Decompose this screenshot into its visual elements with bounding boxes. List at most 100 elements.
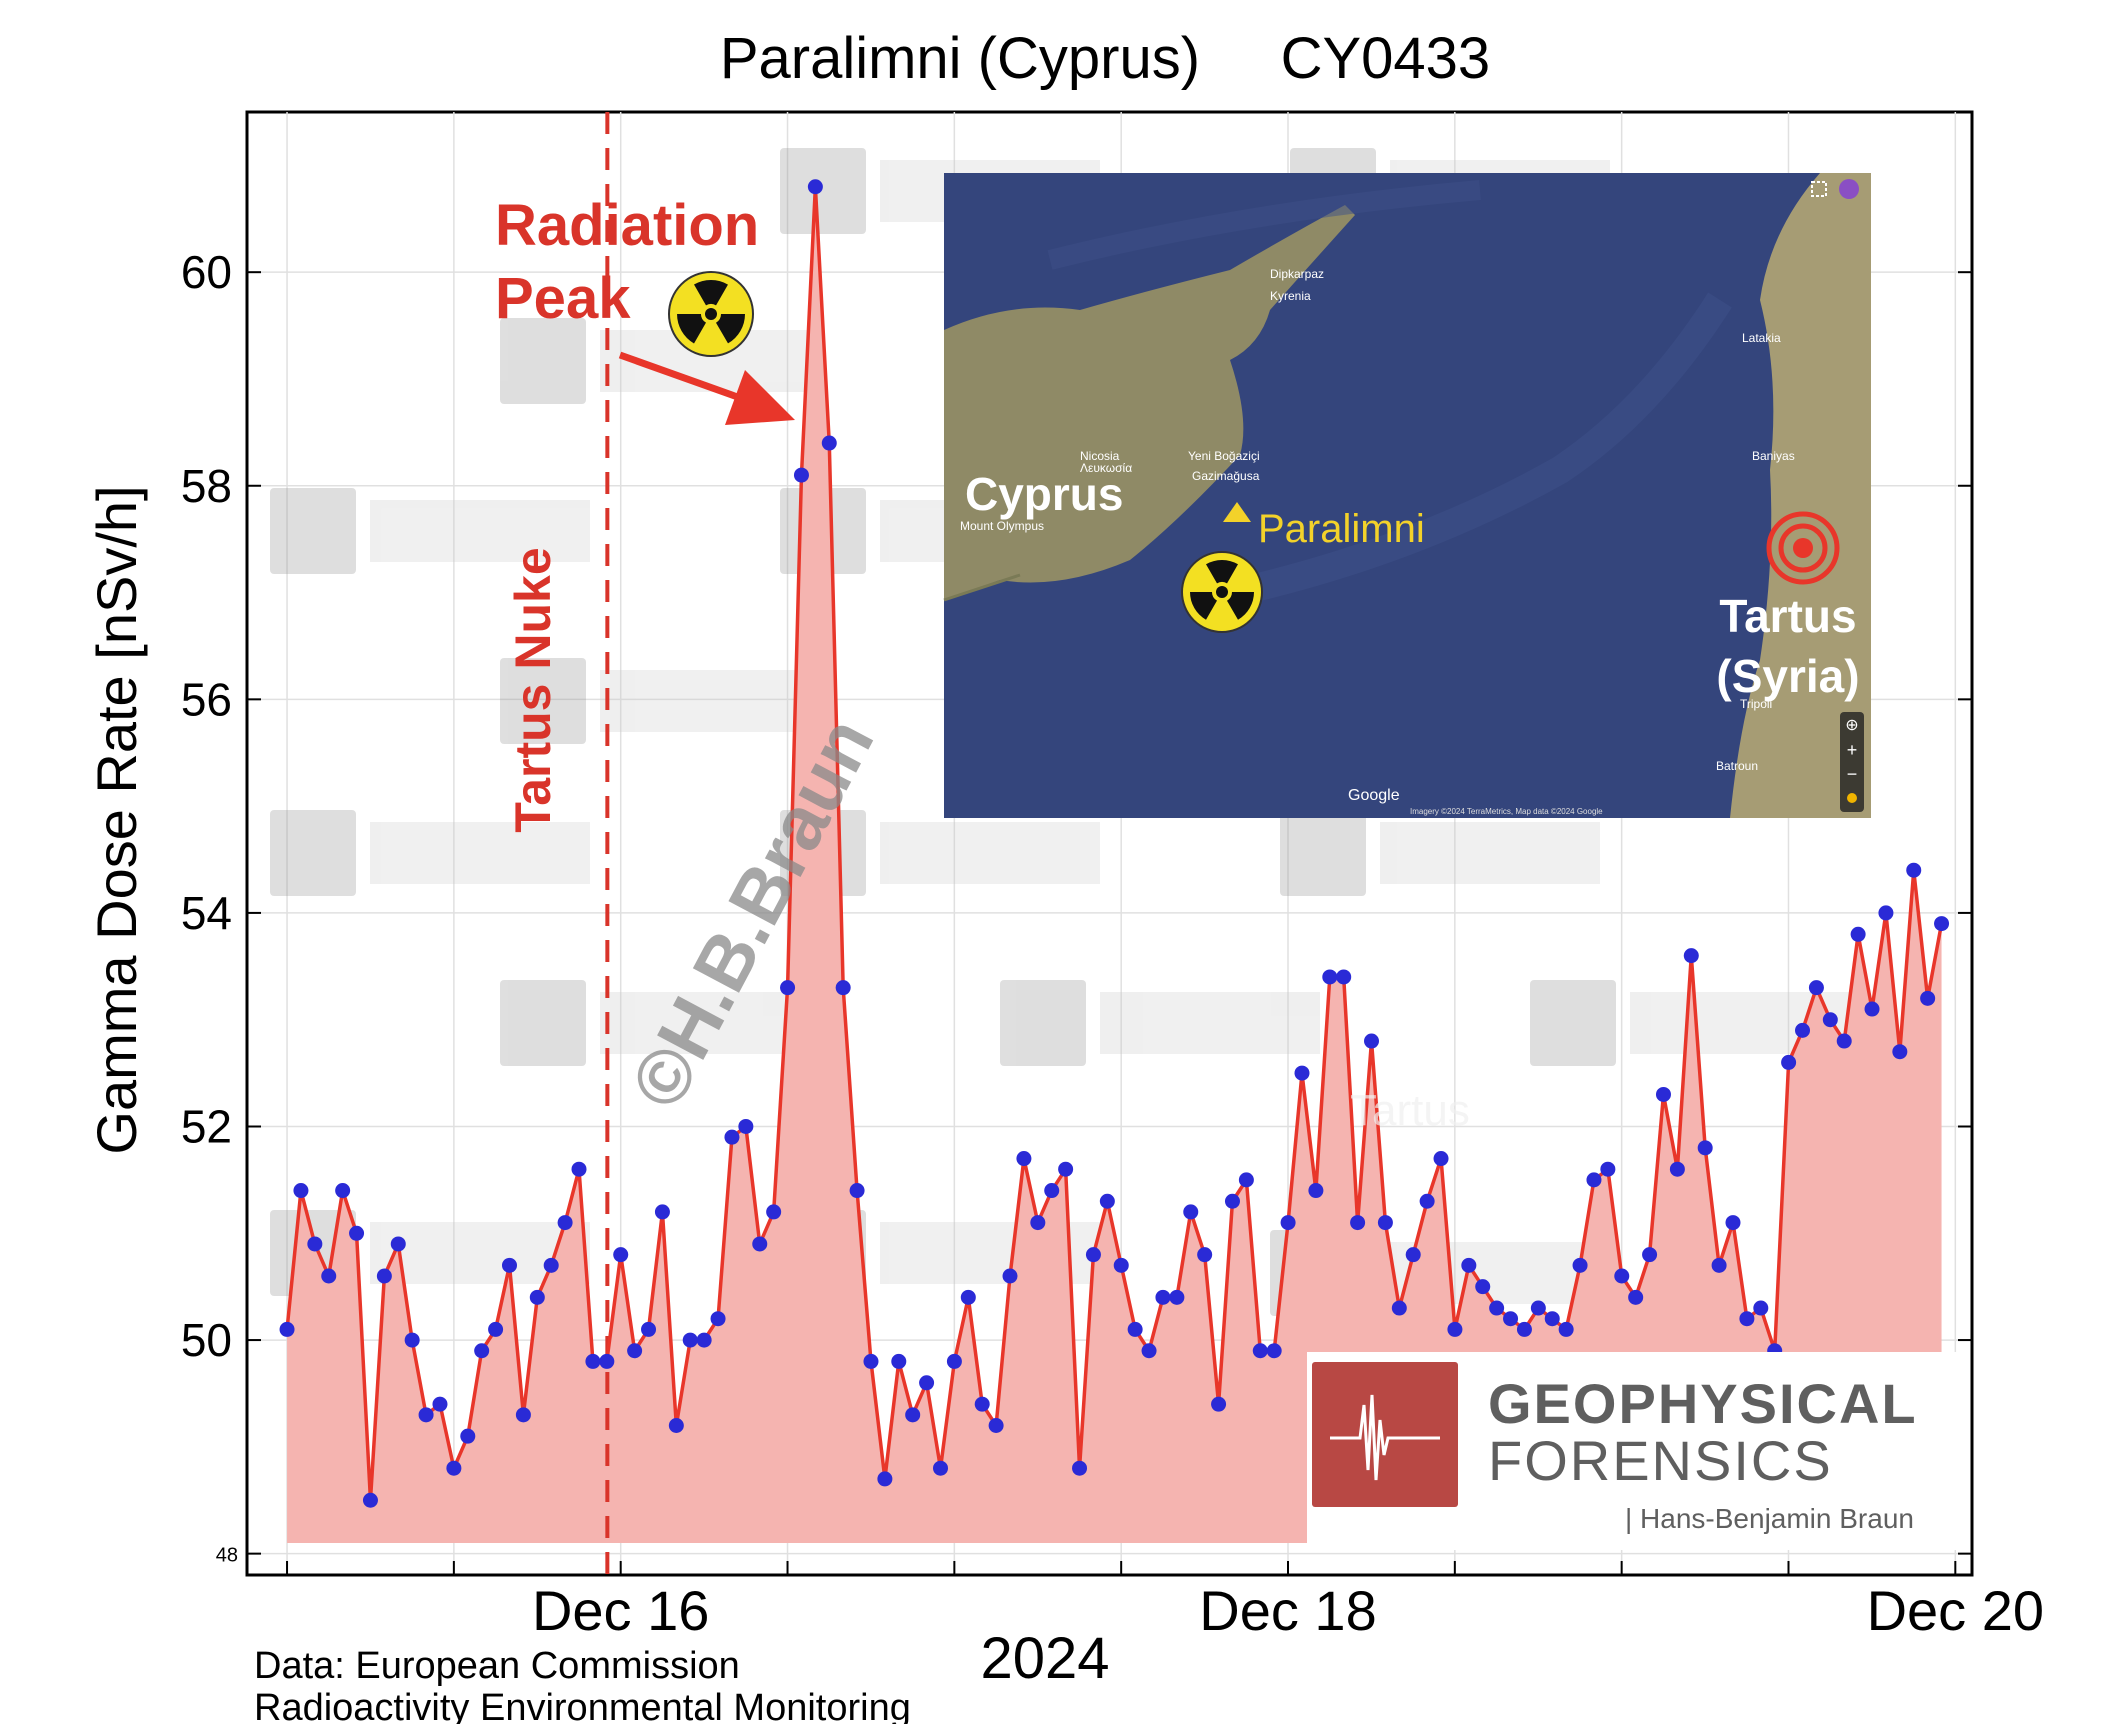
data-point [1475, 1279, 1491, 1295]
data-point [432, 1396, 448, 1412]
data-point [960, 1289, 976, 1305]
data-point [696, 1332, 712, 1348]
data-point [1461, 1257, 1477, 1273]
y-tick-labels: 60 58 56 54 52 50 48 [181, 246, 238, 1566]
data-point [1447, 1321, 1463, 1337]
logo-mark [1312, 1362, 1458, 1507]
faint-tartus-label: Tartus [1350, 1086, 1470, 1135]
data-point [1294, 1065, 1310, 1081]
data-point [349, 1225, 365, 1241]
data-point [599, 1353, 615, 1369]
data-point [1544, 1311, 1560, 1327]
data-point [1141, 1343, 1157, 1359]
data-point [1920, 990, 1936, 1006]
data-point [654, 1204, 670, 1220]
map-provider-label: Google [1348, 787, 1400, 804]
data-point [1878, 905, 1894, 921]
svg-text:−: − [1847, 764, 1858, 784]
data-point [1600, 1161, 1616, 1177]
data-point [1016, 1151, 1032, 1167]
data-point [279, 1321, 295, 1337]
tartus-target-icon [1766, 511, 1840, 585]
data-point [1516, 1321, 1532, 1337]
data-point [641, 1321, 657, 1337]
data-point [613, 1247, 629, 1263]
x-tick-label: Dec 18 [1199, 1579, 1376, 1642]
data-point [1628, 1289, 1644, 1305]
x-tick-label: Dec 20 [1867, 1579, 2044, 1642]
svg-text:+: + [1847, 740, 1858, 760]
data-point [627, 1343, 643, 1359]
y-axis-label: Gamma Dose Rate [nSv/h] [85, 485, 148, 1154]
data-point [849, 1183, 865, 1199]
data-point [1155, 1289, 1171, 1305]
watermark-tile [500, 658, 820, 744]
data-point [988, 1417, 1004, 1433]
data-point [418, 1407, 434, 1423]
watermark-tile [270, 810, 590, 896]
map-radiation-icon [1181, 551, 1263, 633]
y-tick-label: 52 [181, 1100, 232, 1152]
data-point [585, 1353, 601, 1369]
data-point [1183, 1204, 1199, 1220]
paralimni-marker [1223, 502, 1251, 522]
y-tick-label: 60 [181, 246, 232, 298]
data-point [1197, 1247, 1213, 1263]
data-point [946, 1353, 962, 1369]
data-point [1503, 1311, 1519, 1327]
data-point [515, 1407, 531, 1423]
data-point [1795, 1022, 1811, 1038]
data-point [1405, 1247, 1421, 1263]
data-point [529, 1289, 545, 1305]
data-point [780, 980, 796, 996]
data-point [1419, 1193, 1435, 1209]
data-point [1169, 1289, 1185, 1305]
chart-title: Paralimni (Cyprus) CY0433 [720, 26, 1490, 91]
peak-label-line2: Peak [495, 266, 631, 331]
footnote-line1: Data: European Commission [254, 1645, 740, 1687]
map-place-label: Λευκωσία [1080, 461, 1132, 475]
svg-text:⊕: ⊕ [1845, 717, 1858, 734]
data-point [501, 1257, 517, 1273]
map-place-label: Nicosia [1080, 449, 1120, 463]
data-point [1697, 1140, 1713, 1156]
logo-text-line2: FORENSICS [1488, 1429, 1833, 1492]
logo-block: GEOPHYSICAL FORENSICS | Hans-Benjamin Br… [1307, 1352, 1967, 1550]
map-place-label: Latakia [1742, 331, 1781, 345]
data-point [1044, 1183, 1060, 1199]
map-place-label: Tripoli [1740, 697, 1772, 711]
peak-arrow [618, 351, 795, 425]
data-point [766, 1204, 782, 1220]
data-points [279, 179, 1950, 1508]
data-point [682, 1332, 698, 1348]
data-point [919, 1375, 935, 1391]
data-point [1711, 1257, 1727, 1273]
data-point [404, 1332, 420, 1348]
data-point [335, 1183, 351, 1199]
map-place-label: Baniyas [1752, 449, 1795, 463]
data-point [752, 1236, 768, 1252]
data-point [1238, 1172, 1254, 1188]
watermark-tile [270, 488, 590, 574]
data-point [1211, 1396, 1227, 1412]
data-point [1322, 969, 1338, 985]
x-tick-label: Dec 16 [532, 1579, 709, 1642]
data-point [1725, 1215, 1741, 1231]
data-point [488, 1321, 504, 1337]
data-point [1280, 1215, 1296, 1231]
watermark-tile [1000, 980, 1320, 1066]
data-point [1586, 1172, 1602, 1188]
data-point [1572, 1257, 1588, 1273]
data-point [1934, 916, 1950, 932]
event-line-label: Tartus Nuke [505, 547, 561, 832]
data-point [710, 1311, 726, 1327]
logo-text-line3: | Hans-Benjamin Braun [1625, 1503, 1914, 1534]
data-point [1669, 1161, 1685, 1177]
data-point [1489, 1300, 1505, 1316]
data-point [543, 1257, 559, 1273]
data-point [933, 1460, 949, 1476]
map-place-label: Kyrenia [1270, 289, 1311, 303]
data-point [557, 1215, 573, 1231]
map-place-label: Yeni Boğaziçi [1188, 449, 1260, 463]
